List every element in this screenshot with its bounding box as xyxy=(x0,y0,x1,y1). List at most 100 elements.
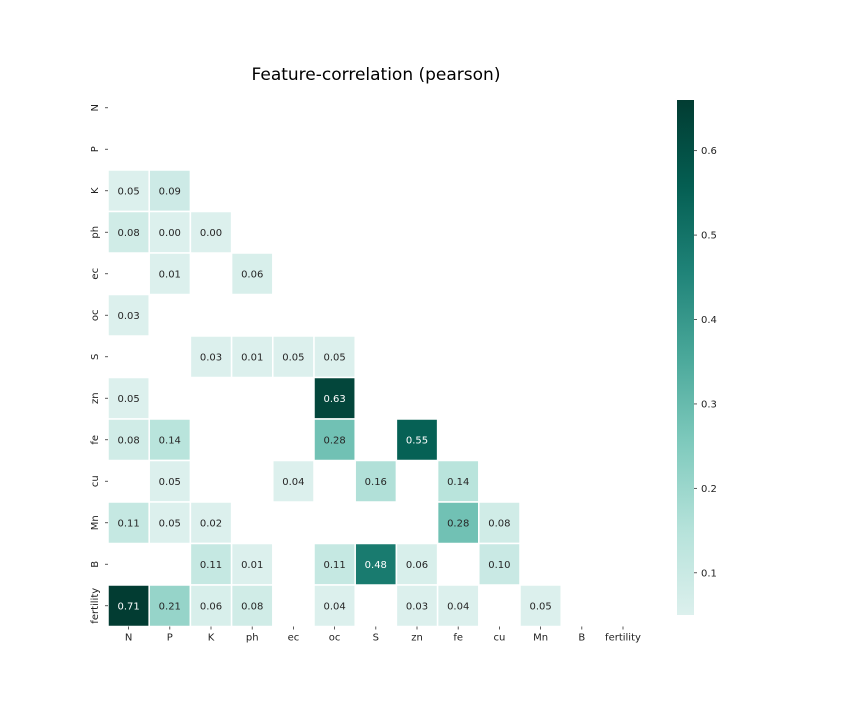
heatmap-cell-fe-oc xyxy=(313,418,356,462)
heatmap-cell-fe-zn xyxy=(395,418,439,462)
cell-value-label: 0.04 xyxy=(282,477,304,488)
cell-value-label: 0.09 xyxy=(159,186,181,197)
x-tick-label: fe xyxy=(453,633,463,644)
cell-value-label: 0.71 xyxy=(117,601,139,612)
cell-value-label: 0.04 xyxy=(447,601,469,612)
y-tick-label: zn xyxy=(90,392,101,404)
heatmap-cell-zn-oc xyxy=(313,376,356,420)
colorbar-ticks: 0.1 0.2 0.3 0.4 0.5 0.6 xyxy=(694,146,717,579)
cell-value-label: 0.06 xyxy=(241,269,263,280)
cell-value-label: 0.03 xyxy=(406,601,428,612)
x-tick-label: B xyxy=(578,633,585,644)
colorbar-tick-label: 0.1 xyxy=(701,568,717,579)
y-tick-label: fe xyxy=(90,435,101,445)
y-tick-label: ec xyxy=(90,268,101,280)
colorbar-tick-label: 0.6 xyxy=(701,146,717,157)
cell-value-label: 0.02 xyxy=(200,518,222,529)
heatmap-cell-ec-ph xyxy=(230,252,274,296)
y-tick-label: N xyxy=(90,104,101,111)
x-tick-label: oc xyxy=(329,633,341,644)
heatmap-cell-B-S xyxy=(354,542,398,586)
heatmap-cell-B-cu xyxy=(478,542,521,586)
cell-value-label: 0.11 xyxy=(117,518,139,529)
cell-value-label: 0.08 xyxy=(117,228,139,239)
cell-value-label: 0.05 xyxy=(159,477,181,488)
cell-value-label: 0.08 xyxy=(488,518,510,529)
heatmap-cell-fertility-ph xyxy=(230,584,274,628)
y-tick-label: Mn xyxy=(90,515,101,530)
cell-value-label: 0.01 xyxy=(241,352,263,363)
y-tick-label: S xyxy=(90,354,101,360)
cell-value-label: 0.06 xyxy=(200,601,222,612)
cell-value-label: 0.08 xyxy=(241,601,263,612)
cell-value-label: 0.01 xyxy=(241,560,263,571)
cell-value-label: 0.06 xyxy=(406,560,428,571)
cell-value-label: 0.05 xyxy=(529,601,551,612)
cell-value-label: 0.03 xyxy=(117,311,139,322)
cell-value-label: 0.28 xyxy=(447,518,469,529)
y-tick-label: cu xyxy=(90,475,101,487)
heatmap-cell-ec-P xyxy=(148,252,192,296)
x-tick-label: fertility xyxy=(605,633,641,644)
x-tick-label: Mn xyxy=(533,633,548,644)
cell-value-label: 0.03 xyxy=(200,352,222,363)
x-tick-label: K xyxy=(208,633,215,644)
heatmap-cell-cu-P xyxy=(148,459,192,503)
x-tick-label: cu xyxy=(493,633,505,644)
cell-value-label: 0.00 xyxy=(159,228,181,239)
heatmap-cell-Mn-cu xyxy=(478,501,521,545)
heatmap-cell-cu-ec xyxy=(272,459,315,503)
y-tick-label: ph xyxy=(90,226,101,239)
colorbar xyxy=(677,100,694,615)
heatmap-cell-ph-K xyxy=(189,210,233,254)
cell-value-label: 0.28 xyxy=(323,435,345,446)
heatmap-cell-S-ph xyxy=(230,335,274,379)
heatmap-cells: 0.05 0.09 0.08 0.00 0.00 0.01 0.06 0.03 0.03 0.01… xyxy=(107,169,562,628)
cell-value-label: 0.63 xyxy=(323,394,345,405)
heatmap-cell-ph-N xyxy=(107,210,150,254)
cell-value-label: 0.16 xyxy=(365,477,387,488)
cell-value-label: 0.04 xyxy=(323,601,345,612)
cell-value-label: 0.14 xyxy=(159,435,181,446)
cell-value-label: 0.08 xyxy=(117,435,139,446)
cell-value-label: 0.05 xyxy=(159,518,181,529)
y-tick-label: fertility xyxy=(90,588,101,624)
cell-value-label: 0.05 xyxy=(323,352,345,363)
y-tick-label: B xyxy=(90,561,101,568)
cell-value-label: 0.05 xyxy=(282,352,304,363)
colorbar-tick-label: 0.2 xyxy=(701,484,717,495)
heatmap-cell-cu-fe xyxy=(436,459,480,503)
heatmap-cell-B-ph xyxy=(230,542,274,586)
x-tick-label: P xyxy=(167,633,173,644)
cell-value-label: 0.10 xyxy=(488,560,510,571)
x-tick-label: N xyxy=(125,633,132,644)
y-tick-label: K xyxy=(90,187,101,194)
cell-value-label: 0.00 xyxy=(200,228,222,239)
heatmap-cell-fertility-K xyxy=(189,584,233,628)
heatmap-cell-S-oc xyxy=(313,335,356,379)
cell-value-label: 0.55 xyxy=(406,435,428,446)
cell-value-label: 0.21 xyxy=(159,601,181,612)
cell-value-label: 0.14 xyxy=(447,477,469,488)
cell-value-label: 0.05 xyxy=(117,394,139,405)
colorbar-tick-label: 0.5 xyxy=(701,231,717,242)
heatmap-cell-S-K xyxy=(189,335,233,379)
cell-value-label: 0.11 xyxy=(200,560,222,571)
x-tick-label: ph xyxy=(246,633,259,644)
cell-value-label: 0.01 xyxy=(159,269,181,280)
colorbar-tick-label: 0.3 xyxy=(701,399,717,410)
cell-value-label: 0.48 xyxy=(365,560,387,571)
colorbar-tick-label: 0.4 xyxy=(701,315,717,326)
heatmap-cell-cu-S xyxy=(354,459,398,503)
x-tick-label: S xyxy=(373,633,379,644)
cell-value-label: 0.11 xyxy=(323,560,345,571)
x-tick-label: ec xyxy=(288,633,300,644)
heatmap-cell-fe-P xyxy=(148,418,192,462)
chart-title: Feature-correlation (pearson) xyxy=(252,65,501,85)
x-tick-label: zn xyxy=(411,633,423,644)
y-tick-label: P xyxy=(90,146,101,152)
